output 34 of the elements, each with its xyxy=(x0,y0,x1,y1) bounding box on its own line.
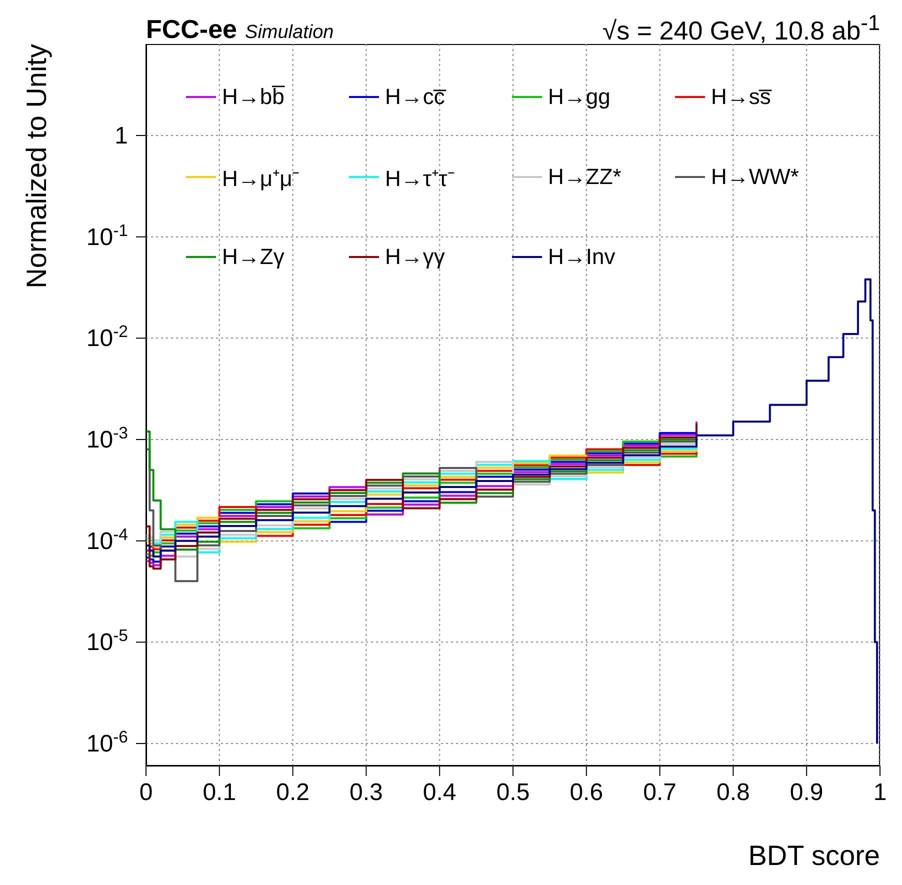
x-axis-title: BDT score xyxy=(748,840,880,872)
chart-title: FCC-ee xyxy=(146,14,238,44)
x-tick-label: 0 xyxy=(139,779,153,806)
y-axis-title: Normalized to Unity xyxy=(20,44,52,288)
legend-label: H→γγ xyxy=(385,244,445,270)
x-tick-label: 0.8 xyxy=(716,779,750,806)
x-tick-label: 1 xyxy=(873,779,887,806)
legend-label: H→bb̅ xyxy=(222,84,284,110)
x-tick-label: 0.4 xyxy=(422,779,456,806)
x-tick-label: 0.7 xyxy=(643,779,676,806)
legend-label: H→Zγ xyxy=(222,244,284,270)
y-tick-label: 10$^{-3}$ xyxy=(86,423,128,454)
legend-label: H→τ⁺τ⁻ xyxy=(385,165,454,192)
x-tick-label: 0.1 xyxy=(202,779,236,806)
x-tick-label: 0.3 xyxy=(350,779,383,806)
x-tick-label: 0.6 xyxy=(570,779,604,806)
legend-label: H→ss̅ xyxy=(711,84,771,110)
legend-label: H→gg xyxy=(548,84,610,110)
y-tick-label: 10$^{-6}$ xyxy=(86,727,128,758)
y-tick-label: 10$^{-4}$ xyxy=(86,524,128,555)
x-tick-label: 0.2 xyxy=(276,779,310,806)
y-tick-label: 10$^{-1}$ xyxy=(86,220,128,251)
legend-label: H→WW* xyxy=(711,164,799,190)
x-tick-label: 0.9 xyxy=(790,779,824,806)
chart-subtitle: Simulation xyxy=(245,22,334,43)
annotation: √s = 240 GeV, 10.8 ab$^{-1}$ xyxy=(602,10,880,47)
y-tick-label: 10$^{-2}$ xyxy=(86,322,128,352)
legend-label: H→cc̅ xyxy=(385,84,445,110)
y-tick-label: 10$^{-5}$ xyxy=(86,626,128,656)
x-tick-label: 0.5 xyxy=(496,779,530,806)
y-tick-label: 1 xyxy=(114,122,128,150)
legend-label: H→ZZ* xyxy=(548,164,622,190)
legend-label: H→μ⁺μ⁻ xyxy=(222,165,300,192)
legend-label: H→Inv xyxy=(548,244,616,270)
